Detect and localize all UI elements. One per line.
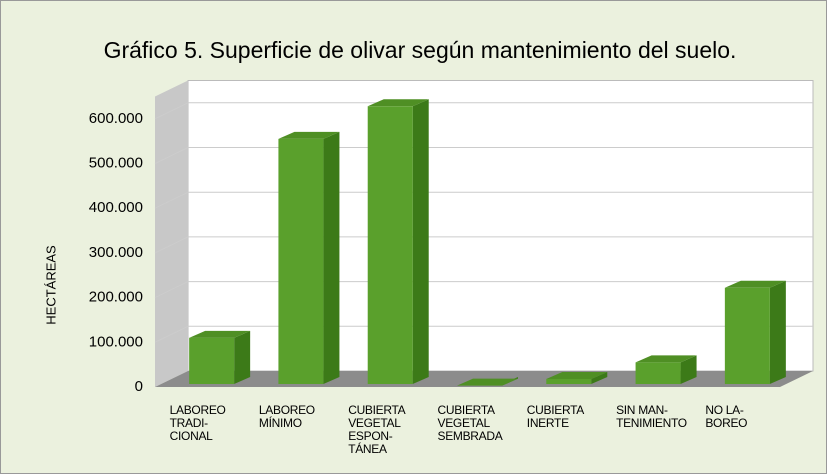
x-tick-label: CUBIERTA VEGETAL SEMBRADA (437, 403, 503, 443)
x-tick-label: NO LA- BOREO (705, 403, 748, 430)
y-tick-label: 600.000 (89, 110, 143, 127)
bar (546, 371, 608, 384)
bar-front (724, 287, 770, 384)
grid-line (154, 236, 813, 254)
y-tick-label: 0 (135, 378, 143, 395)
x-tick-label: LABOREO MÍNIMO (258, 403, 315, 430)
bar-top (457, 378, 518, 386)
x-tick-label: LABOREO TRADI- CIONAL (169, 403, 226, 443)
bar-top (367, 99, 429, 107)
bar-front (189, 337, 235, 384)
grid-line (154, 102, 813, 120)
bar-side (234, 330, 251, 384)
bar-top (546, 371, 608, 379)
y-tick-label: 200.000 (89, 289, 143, 306)
y-tick-label: 400.000 (89, 199, 143, 216)
y-tick-label: 300.000 (89, 244, 143, 261)
bar (367, 99, 429, 384)
grid-line (154, 191, 813, 209)
bar (457, 377, 518, 386)
side-wall (155, 80, 188, 387)
bar-side (591, 371, 608, 384)
bar (278, 131, 340, 384)
bar (635, 355, 697, 384)
x-tick-label: SIN MAN- TENIMIENTO (616, 403, 687, 430)
bar (724, 280, 786, 384)
chart-title: Gráfico 5. Superficie de olivar según ma… (104, 37, 737, 63)
bar-front (546, 378, 592, 384)
y-axis-label: HECTÁREAS (43, 245, 58, 325)
bar-side (412, 99, 429, 384)
y-tick-label: 500.000 (89, 154, 143, 171)
grid-line (154, 281, 813, 299)
bar-side (769, 280, 786, 384)
grid-line (154, 325, 813, 343)
bar-side (323, 131, 340, 384)
bar-top (724, 280, 786, 288)
bar-front (278, 138, 324, 384)
bar-top (189, 330, 251, 338)
x-tick-label: CUBIERTA VEGETAL ESPON- TÁNEA (348, 403, 406, 456)
y-tick-label: 100.000 (89, 333, 143, 350)
x-tick-label: CUBIERTA INERTE (526, 403, 584, 430)
bar-side (680, 355, 697, 384)
bar (189, 330, 251, 384)
bar-top (635, 355, 697, 363)
bar-top (278, 131, 340, 139)
bar-front (635, 362, 681, 384)
grid-line (154, 147, 813, 164)
bar-front (367, 106, 413, 384)
